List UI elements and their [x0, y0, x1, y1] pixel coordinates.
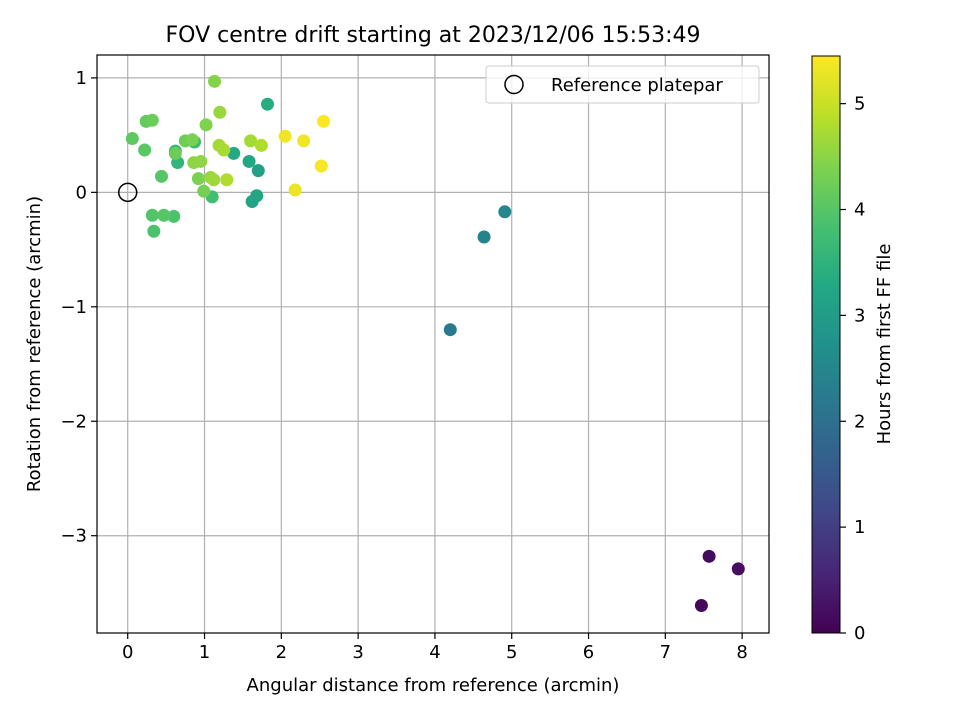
colorbar-tick-label: 0: [854, 623, 865, 644]
data-point: [191, 172, 205, 186]
x-axis-label: Angular distance from reference (arcmin): [247, 675, 620, 696]
data-point: [278, 129, 292, 143]
data-point: [147, 224, 161, 238]
data-point: [317, 114, 331, 128]
colorbar-tick-label: 4: [854, 200, 865, 221]
data-point: [254, 138, 268, 152]
data-point: [207, 173, 221, 187]
colorbar: [811, 55, 841, 634]
x-tick-label: 0: [122, 642, 133, 663]
data-point: [145, 208, 159, 222]
data-point: [185, 133, 199, 147]
data-point: [145, 113, 159, 127]
colorbar-tick-label: 5: [854, 94, 865, 115]
data-point: [155, 169, 169, 183]
y-axis-label: Rotation from reference (arcmin): [24, 196, 45, 492]
data-point: [251, 164, 265, 178]
x-tick-label: 5: [506, 642, 517, 663]
colorbar-tick-label: 3: [854, 305, 865, 326]
data-point: [702, 549, 716, 563]
legend-box: [485, 65, 760, 104]
data-point: [244, 134, 258, 148]
x-tick-label: 1: [199, 642, 210, 663]
colorbar-tick-label: 1: [854, 517, 865, 538]
data-points: [125, 74, 745, 613]
data-point: [213, 105, 227, 119]
data-point: [443, 323, 457, 337]
x-tick-label: 2: [276, 642, 287, 663]
data-point: [220, 173, 234, 187]
data-point: [194, 154, 208, 168]
data-point: [297, 134, 311, 148]
data-point: [168, 146, 182, 160]
y-tick-label: 0: [76, 182, 87, 203]
y-axis-ticks: 1 0 −1 −2 −3: [60, 68, 97, 547]
data-point: [250, 189, 264, 203]
colorbar-label: Hours from first FF file: [874, 244, 895, 445]
x-tick-label: 7: [660, 642, 671, 663]
data-point: [694, 599, 708, 613]
data-point: [167, 209, 181, 223]
colorbar-tick-label: 2: [854, 411, 865, 432]
legend: Reference platepar: [485, 65, 760, 104]
data-point: [314, 159, 328, 173]
x-axis-ticks: 0 1 2 3 4 5 6 7 8: [122, 633, 748, 663]
data-point: [197, 184, 211, 198]
data-point: [125, 132, 139, 146]
data-point: [208, 74, 222, 88]
data-point: [477, 230, 491, 244]
data-point: [217, 143, 231, 157]
data-point: [199, 118, 213, 132]
x-tick-label: 4: [429, 642, 440, 663]
data-point: [157, 208, 171, 222]
data-point: [731, 562, 745, 576]
data-point: [242, 154, 256, 168]
data-point: [138, 143, 152, 157]
y-tick-label: 1: [76, 68, 87, 89]
chart-title: FOV centre drift starting at 2023/12/06 …: [166, 23, 701, 48]
legend-marker: [504, 74, 524, 95]
legend-label: Reference platepar: [551, 75, 723, 96]
reference-point: [117, 182, 138, 203]
x-tick-label: 3: [352, 642, 363, 663]
x-tick-label: 6: [583, 642, 594, 663]
plot-frame: [96, 54, 770, 634]
y-tick-label: −1: [60, 297, 87, 318]
data-point: [288, 183, 302, 197]
data-point: [227, 146, 241, 160]
colorbar-ticks: 0 1 2 3 4 5: [840, 94, 865, 644]
y-tick-label: −3: [60, 526, 87, 547]
y-tick-label: −2: [60, 411, 87, 432]
data-point: [498, 205, 512, 219]
data-point: [260, 97, 274, 111]
x-tick-label: 8: [736, 642, 747, 663]
